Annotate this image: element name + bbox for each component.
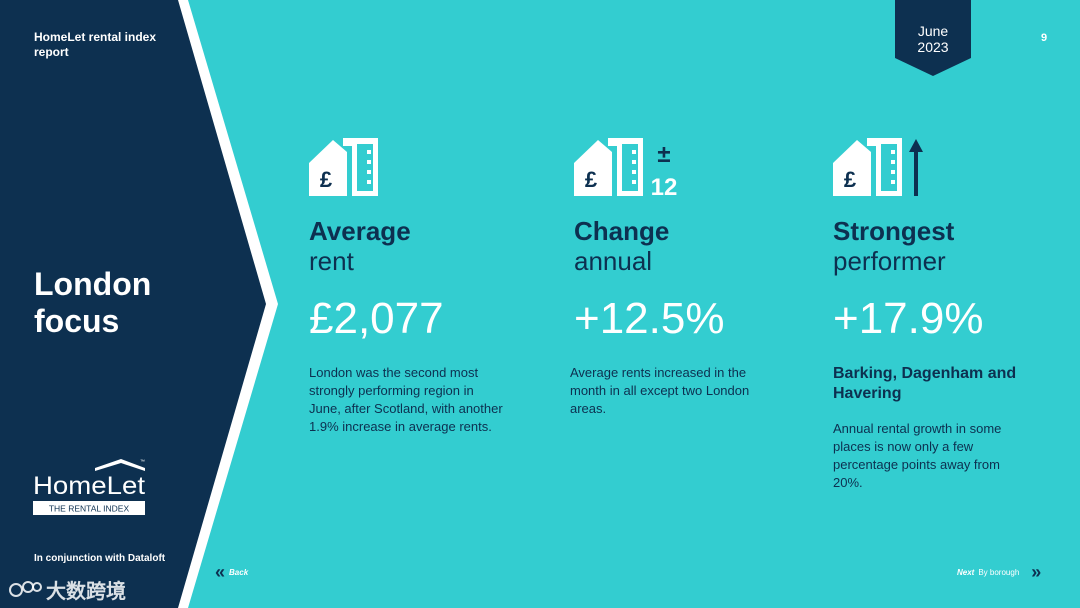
stat-title: Strongest	[833, 216, 955, 246]
stat-description: Average rents increased in the month in …	[570, 365, 750, 416]
date-label: June 2023	[895, 23, 971, 55]
sidebar-panel	[0, 0, 278, 608]
date-month: June	[917, 23, 949, 39]
stat-subtitle: rent	[309, 246, 354, 276]
next-link[interactable]: Next By borough »	[957, 562, 1041, 582]
svg-text:12: 12	[651, 174, 678, 198]
stat-value: £2,077	[309, 294, 444, 343]
stat-description: London was the second most strongly perf…	[309, 365, 503, 434]
stat-subtitle: performer	[833, 246, 946, 276]
house-pound-plus-minus-12-icon: £ ± 12	[574, 138, 678, 198]
section-title: London focus	[34, 266, 152, 339]
svg-text:HomeLet: HomeLet	[33, 472, 145, 500]
double-chevron-right-icon: »	[1031, 562, 1042, 582]
svg-text:£: £	[844, 167, 857, 192]
stat-title: Change	[574, 216, 670, 246]
back-label: Back	[229, 567, 249, 577]
watermark-icon	[9, 581, 42, 597]
back-link[interactable]: « Back	[215, 562, 248, 582]
next-target: By borough	[978, 567, 1020, 577]
svg-text:£: £	[320, 167, 333, 192]
next-label: Next	[957, 567, 975, 577]
svg-text:±: ±	[657, 141, 670, 168]
date-tab	[895, 0, 971, 76]
homelet-logo: ™ HomeLet THE RENTAL INDEX	[33, 459, 145, 515]
report-title: HomeLet rental index report	[34, 30, 157, 59]
stat-value: +12.5%	[574, 294, 725, 343]
page-number: 9	[1040, 32, 1048, 44]
svg-text:£: £	[585, 167, 598, 192]
stat-title: Average	[309, 216, 411, 246]
stat-description: Annual rental growth in some places is n…	[833, 421, 1002, 490]
watermark-text: 大数跨境	[46, 580, 126, 603]
double-chevron-left-icon: «	[215, 562, 226, 582]
house-pound-icon: £	[309, 138, 378, 196]
svg-text:THE RENTAL INDEX: THE RENTAL INDEX	[49, 504, 130, 514]
house-pound-arrow-up-icon: £	[833, 138, 923, 196]
conjunction-note: In conjunction with Dataloft	[34, 553, 166, 564]
stat-highlight: Barking, Dagenham and Havering	[833, 365, 1017, 402]
stat-value: +17.9%	[833, 294, 984, 343]
date-year: 2023	[917, 39, 949, 55]
svg-text:™: ™	[140, 459, 145, 465]
watermark: 大数跨境	[8, 574, 126, 604]
stat-subtitle: annual	[574, 246, 653, 276]
